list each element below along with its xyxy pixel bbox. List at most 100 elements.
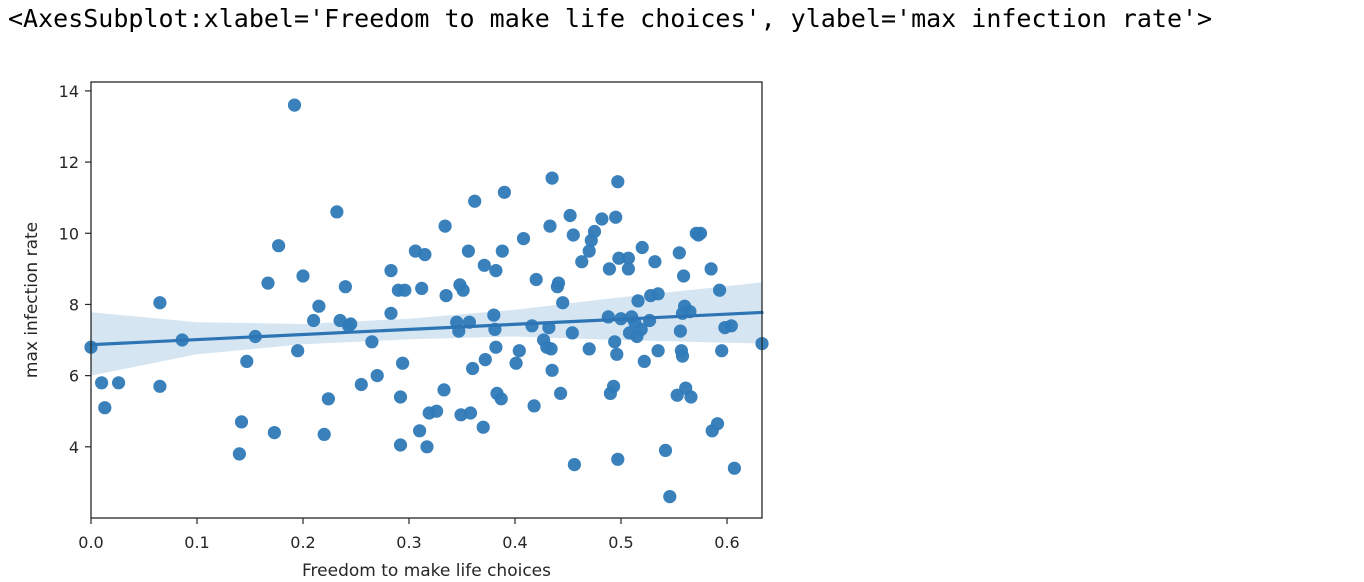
scatter-point [612,251,626,265]
scatter-point [635,240,649,255]
y-axis-label: max infection rate [22,222,42,378]
y-tick-label: 10 [59,224,79,243]
scatter-point [715,344,729,358]
scatter-point [575,255,589,269]
regression-line-layer [89,310,764,347]
x-tick-label: 0.1 [184,533,209,552]
scatter-point [611,452,625,466]
scatter-point [693,226,708,240]
scatter-point [98,401,112,415]
scatter-point [525,319,539,333]
scatter-point [418,248,432,262]
scatter-point [153,296,167,310]
scatter-point [463,406,478,420]
scatter-point [582,244,596,258]
scatter-point [344,317,358,331]
scatter-point [291,344,305,358]
scatter-point [643,313,657,328]
scatter-point [609,210,623,224]
scatter-point [582,342,596,356]
scatter-point [413,424,427,438]
scatter-point [398,283,412,297]
scatter-point [713,283,727,297]
y-tick-label: 6 [69,367,79,386]
scatter-point [512,344,526,358]
scatter-point [677,269,691,283]
scatter-point [112,376,126,390]
scatter-point [456,283,470,297]
scatter-point [545,363,559,377]
scatter-point [608,335,622,349]
scatter-point [565,326,579,340]
axes-frame [90,81,763,519]
scatter-point [663,490,677,504]
scatter-point [610,347,624,361]
y-tick-label: 12 [59,153,79,172]
scatter-point [544,342,558,356]
y-tick-label: 8 [69,295,79,314]
scatter-point [587,224,602,239]
scatter-point [95,376,109,390]
x-axis-ticks: 0.0 0.1 0.2 0.3 0.4 0.5 0.6 [78,518,740,552]
scatter-point [477,258,491,272]
scatter-point [672,246,686,260]
scatter-point [430,404,444,418]
y-tick-label: 14 [59,82,79,101]
scatter-point [527,399,541,413]
scatter-point [312,299,326,313]
scatter-point [602,262,617,276]
x-tick-label: 0.2 [290,533,315,552]
scatter-point [648,255,662,269]
scatter-point [494,392,508,406]
scatter-point [415,281,429,295]
scatter-point [595,212,609,226]
scatter-point [396,356,410,370]
scatter-point [330,205,344,219]
y-tick-label: 4 [69,438,79,457]
scatter-point [611,175,625,189]
scatter-point [365,335,379,349]
scatter-point [317,427,331,441]
scatter-points-layer [84,98,769,504]
scatter-point [516,232,531,246]
scatter-point [240,354,254,368]
scatter-point [468,194,482,208]
scatter-point [684,390,698,404]
scatter-point [384,264,398,278]
scatter-point [370,369,384,383]
scatter-point [637,354,651,368]
x-tick-label: 0.4 [502,533,527,552]
scatter-point [497,185,511,199]
scatter-point [651,287,665,301]
scatter-point [354,377,368,392]
scatter-point [621,251,636,265]
scatter-point [437,383,451,397]
scatter-point [631,294,645,308]
scatter-point [261,276,275,290]
scatter-point [461,244,475,258]
scatter-point [495,244,509,258]
scatter-point [338,280,352,294]
scatter-point [489,264,503,278]
x-tick-label: 0.0 [78,533,103,552]
scatter-point [420,440,434,454]
scatter-point [543,219,557,233]
scatter-point [393,438,408,452]
scatter-point [478,353,492,367]
scatter-point [466,361,480,376]
scatter-point [489,340,503,354]
scatter-point [438,219,452,233]
scatter-point [567,458,582,472]
scatter-point [621,262,636,276]
scatter-point [556,296,570,310]
scatter-point [634,322,648,336]
scatter-point [439,289,453,303]
scatter-point [272,239,286,253]
scatter-point [727,461,742,475]
y-axis-ticks: 4 6 8 10 12 14 [59,82,91,457]
scatter-point [675,349,690,363]
scatter-point [296,269,310,283]
scatter-point [551,276,566,290]
scatter-point [267,426,281,440]
x-tick-label: 0.5 [608,533,633,552]
